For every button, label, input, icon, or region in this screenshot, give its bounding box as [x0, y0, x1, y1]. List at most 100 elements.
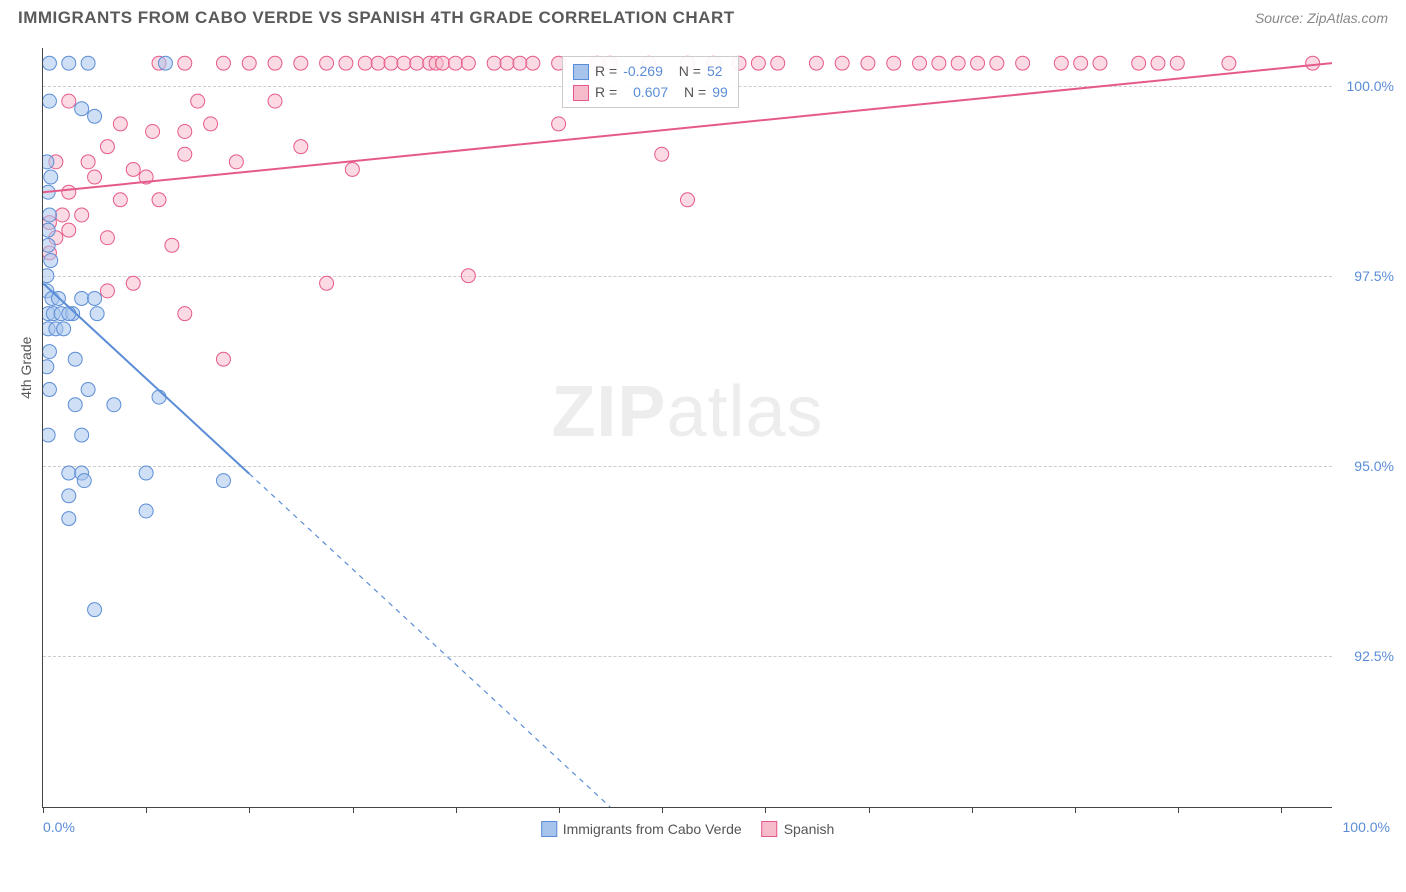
x-tick [869, 807, 870, 813]
data-point [1222, 56, 1236, 70]
data-point [229, 155, 243, 169]
trend-line-blue-solid [43, 283, 249, 473]
x-tick [146, 807, 147, 813]
data-point [461, 56, 475, 70]
data-point [158, 56, 172, 70]
data-point [75, 428, 89, 442]
data-point [178, 307, 192, 321]
data-point [90, 307, 104, 321]
x-axis-max-label: 100.0% [1343, 819, 1390, 835]
data-point [339, 56, 353, 70]
data-point [178, 147, 192, 161]
data-point [216, 56, 230, 70]
data-point [204, 117, 218, 131]
data-point [1151, 56, 1165, 70]
data-point [75, 102, 89, 116]
data-point [126, 276, 140, 290]
data-point [461, 269, 475, 283]
data-point [751, 56, 765, 70]
data-point [113, 193, 127, 207]
data-point [100, 284, 114, 298]
r-value-pink: 0.607 [633, 82, 668, 103]
x-tick [249, 807, 250, 813]
data-point [62, 223, 76, 237]
chart-title: IMMIGRANTS FROM CABO VERDE VS SPANISH 4T… [18, 8, 735, 28]
x-tick [456, 807, 457, 813]
data-point [191, 94, 205, 108]
x-tick [353, 807, 354, 813]
data-point [951, 56, 965, 70]
data-point [1054, 56, 1068, 70]
data-point [552, 117, 566, 131]
data-point [178, 56, 192, 70]
data-point [43, 360, 54, 374]
trend-line-blue-dashed [249, 474, 610, 807]
data-point [75, 208, 89, 222]
data-point [81, 56, 95, 70]
data-point [139, 466, 153, 480]
legend-swatch-blue [541, 821, 557, 837]
data-point [43, 223, 55, 237]
x-tick [972, 807, 973, 813]
n-value-pink: 99 [712, 82, 728, 103]
data-point [371, 56, 385, 70]
data-point [43, 155, 54, 169]
scatter-plot-svg [43, 48, 1332, 807]
data-point [487, 56, 501, 70]
data-point [88, 603, 102, 617]
data-point [294, 56, 308, 70]
data-point [43, 345, 56, 359]
data-point [990, 56, 1004, 70]
data-point [268, 56, 282, 70]
x-tick [1178, 807, 1179, 813]
data-point [100, 140, 114, 154]
x-tick [43, 807, 44, 813]
data-point [81, 383, 95, 397]
data-point [43, 238, 55, 252]
x-tick [1281, 807, 1282, 813]
data-point [62, 307, 76, 321]
data-point [62, 56, 76, 70]
data-point [1074, 56, 1088, 70]
data-point [384, 56, 398, 70]
data-point [358, 56, 372, 70]
data-point [809, 56, 823, 70]
data-point [62, 185, 76, 199]
data-point [62, 94, 76, 108]
data-point [62, 466, 76, 480]
data-point [43, 56, 56, 70]
data-point [178, 124, 192, 138]
x-tick [765, 807, 766, 813]
y-tick-label: 92.5% [1354, 648, 1394, 664]
data-point [1306, 56, 1320, 70]
data-point [68, 352, 82, 366]
data-point [88, 170, 102, 184]
data-point [43, 383, 56, 397]
data-point [57, 322, 71, 336]
data-point [55, 208, 69, 222]
data-point [410, 56, 424, 70]
data-point [44, 254, 58, 268]
data-point [681, 193, 695, 207]
data-point [397, 56, 411, 70]
data-point [107, 398, 121, 412]
legend-swatch-blue-icon [573, 64, 589, 80]
legend-swatch-pink [762, 821, 778, 837]
data-point [436, 56, 450, 70]
data-point [861, 56, 875, 70]
data-point [62, 489, 76, 503]
data-point [513, 56, 527, 70]
data-point [43, 94, 56, 108]
bottom-legend: Immigrants from Cabo Verde Spanish [541, 821, 835, 837]
chart-plot-area: ZIPatlas 92.5%95.0%97.5%100.0% 0.0% 100.… [42, 48, 1332, 808]
data-point [62, 512, 76, 526]
data-point [100, 231, 114, 245]
data-point [320, 56, 334, 70]
data-point [126, 162, 140, 176]
data-point [345, 162, 359, 176]
data-point [448, 56, 462, 70]
legend-label-blue: Immigrants from Cabo Verde [563, 821, 742, 837]
data-point [152, 193, 166, 207]
data-point [216, 352, 230, 366]
data-point [113, 117, 127, 131]
